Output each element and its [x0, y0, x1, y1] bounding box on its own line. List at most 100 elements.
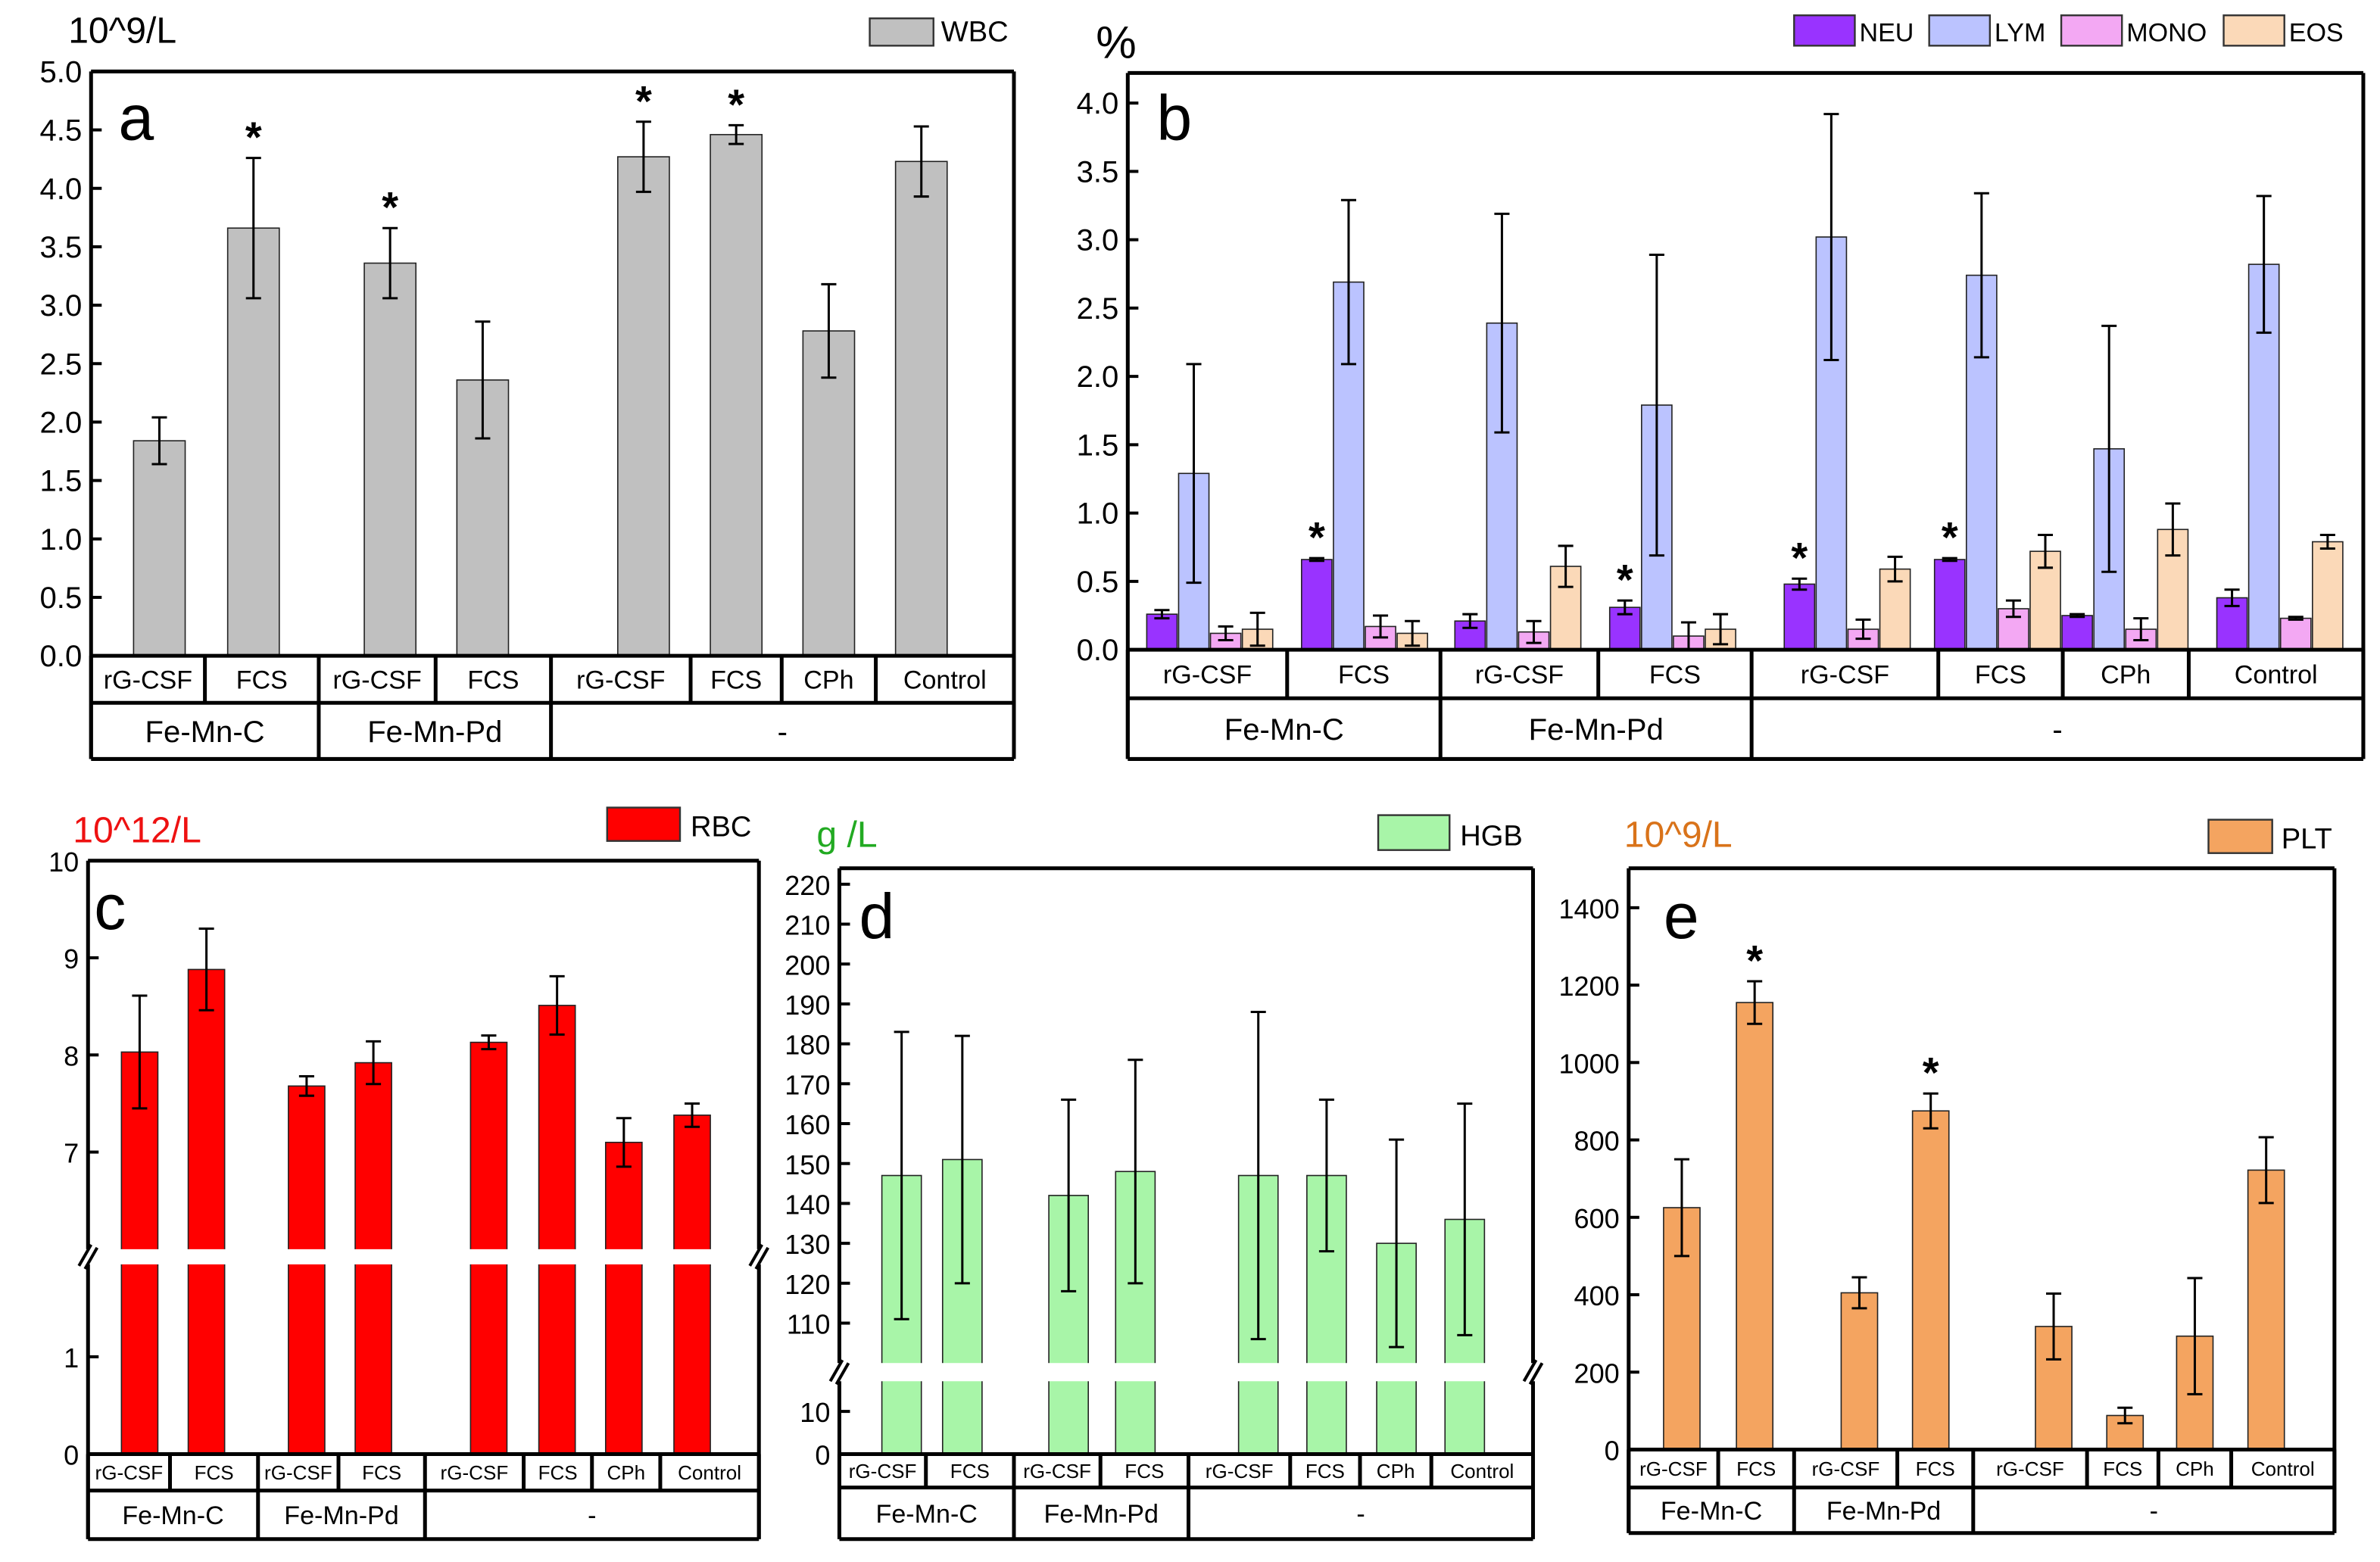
bar-plt [1840, 1292, 1879, 1451]
error-bar [1340, 198, 1356, 366]
error-bar [1457, 1102, 1473, 1336]
error-bar [616, 1117, 632, 1168]
error-bar [2165, 502, 2181, 557]
error-bar [1792, 577, 1808, 591]
error-bar [132, 994, 148, 1110]
error-bar [2258, 1136, 2274, 1205]
bar-wbc [617, 156, 670, 656]
y-tick-label: 200 [1574, 1358, 1620, 1389]
error-bar [1526, 619, 1542, 644]
error-bar [1389, 1138, 1405, 1348]
category-label: Control [2235, 660, 2318, 689]
legend-label-neu: NEU [1859, 18, 1914, 47]
panel-letter: b [1156, 83, 1192, 154]
category-label: CPh [803, 666, 853, 694]
y-tick-label: 0.0 [1077, 634, 1119, 667]
legend-label-plt: PLT [2282, 824, 2332, 856]
y-tick-label: 2.5 [1077, 292, 1119, 326]
category-label: Control [678, 1461, 741, 1484]
error-bar [1823, 113, 1839, 361]
plot-frame [89, 69, 1016, 761]
error-bar [1713, 613, 1729, 646]
error-bar [894, 1030, 909, 1320]
error-bar [1061, 1098, 1077, 1292]
error-bar [1887, 555, 1903, 583]
error-bar [1973, 192, 1989, 359]
bar-neu [1933, 559, 1966, 650]
y-tick-label: 3.5 [40, 231, 83, 264]
legend-swatch-mono [2060, 14, 2123, 47]
category-label: rG-CSF [1812, 1458, 1880, 1480]
error-bar [475, 320, 491, 440]
error-bar [1405, 619, 1421, 647]
bar-wbc [226, 227, 280, 656]
category-label: rG-CSF [576, 666, 665, 694]
significance-star: * [1746, 937, 1763, 984]
y-tick-label: 180 [784, 1030, 830, 1061]
category-label: rG-CSF [1801, 660, 1889, 689]
y-tick-label: 210 [784, 910, 830, 941]
error-bar [954, 1034, 970, 1285]
error-bar [1309, 557, 1324, 563]
group-label: - [778, 716, 788, 749]
y-tick-label: 0 [64, 1440, 79, 1471]
unit-label: % [1096, 17, 1136, 67]
panel-e: 10^9/L PLT * * 0 200 400 600 800 1000 1200 1400 rG-C… [1558, 815, 2337, 1535]
category-label: CPh [607, 1461, 646, 1484]
category-label: CPh [2176, 1458, 2214, 1480]
category-label: rG-CSF [1996, 1458, 2064, 1480]
y-tick-label: 1200 [1558, 971, 1619, 1002]
y-tick-label: 1000 [1558, 1048, 1619, 1079]
error-bar [2288, 616, 2304, 621]
bar-rbc [469, 1041, 508, 1455]
bar-neu [1301, 559, 1333, 650]
legend-swatch-wbc [869, 17, 934, 47]
error-bar [2070, 613, 2085, 619]
error-bar [1558, 544, 1574, 588]
significance-star: * [1791, 534, 1808, 581]
legend-label-lym: LYM [1995, 18, 2046, 47]
panel-letter: d [859, 881, 895, 952]
legend-label-mono: MONO [2126, 18, 2207, 47]
category-label: FCS [1338, 660, 1390, 689]
error-bar [2046, 1292, 2062, 1361]
bar-wbc [894, 161, 948, 656]
group-label: Fe-Mn-Pd [1044, 1500, 1159, 1529]
category-label: Control [2251, 1458, 2315, 1480]
panel-letter: c [94, 871, 126, 943]
bar-rbc [288, 1085, 326, 1455]
error-bar [2224, 588, 2240, 607]
significance-star: * [1942, 513, 1958, 561]
y-tick-label: 9 [64, 943, 79, 974]
error-bar [2133, 617, 2149, 641]
group-label: Fe-Mn-Pd [1529, 713, 1664, 747]
category-label: rG-CSF [1206, 1460, 1274, 1482]
significance-star: * [635, 77, 652, 125]
legend-swatch-rbc [606, 806, 682, 842]
error-bar [1462, 613, 1478, 629]
y-tick-label: 4.0 [1077, 87, 1119, 120]
group-label: Fe-Mn-Pd [367, 716, 502, 749]
error-bar [245, 157, 261, 300]
group-label: Fe-Mn-C [122, 1501, 223, 1530]
error-bar [1851, 1276, 1867, 1310]
error-bar [685, 1102, 700, 1128]
bar-wbc [710, 133, 763, 656]
panel-d: g /L HGB 0 10 110 120 130 140 150 160 170 180 190 200… [784, 814, 1544, 1542]
error-bar [1250, 1010, 1266, 1341]
group-label: Fe-Mn-Pd [1826, 1497, 1941, 1526]
y-tick-label: 800 [1574, 1126, 1620, 1157]
error-bar [2037, 533, 2054, 569]
legend-swatch-eos [2222, 14, 2285, 47]
category-label: FCS [236, 666, 288, 694]
error-bar [1373, 614, 1389, 639]
bar-neu [1783, 583, 1816, 650]
bar-wbc [133, 440, 186, 656]
error-bar [1649, 253, 1664, 557]
y-tick-label: 1.0 [1077, 497, 1119, 531]
category-label: FCS [1916, 1458, 1955, 1480]
panel-letter: e [1664, 881, 1699, 952]
category-label: rG-CSF [95, 1461, 164, 1484]
error-bar [913, 125, 929, 198]
